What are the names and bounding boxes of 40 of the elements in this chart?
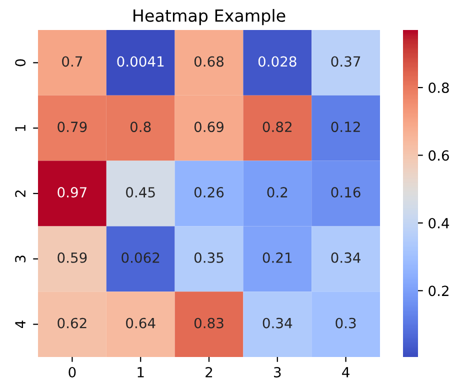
y-tick-label: 4 bbox=[15, 320, 26, 328]
y-tick-label: 2 bbox=[15, 190, 26, 197]
data-label: 0.028 bbox=[258, 56, 296, 67]
data-label: 0.62 bbox=[58, 318, 86, 328]
data-label: 0.26 bbox=[194, 187, 224, 198]
color-bar-label: 0.6 bbox=[428, 150, 449, 161]
data-label: 0.82 bbox=[262, 122, 292, 132]
data-label: 0.35 bbox=[194, 252, 224, 263]
data-label: 0.062 bbox=[122, 252, 160, 263]
x-tick-label: 2 bbox=[206, 366, 212, 378]
color-bar-label: 0.2 bbox=[428, 286, 448, 296]
data-label: 0.12 bbox=[331, 122, 360, 132]
data-label: 0.37 bbox=[331, 56, 360, 67]
color-bar-label: 0.8 bbox=[428, 82, 449, 94]
data-label: 0.34 bbox=[262, 318, 292, 328]
x-tick-label: 0 bbox=[68, 366, 76, 378]
data-label: 0.59 bbox=[58, 252, 87, 263]
data-label: 0.97 bbox=[58, 187, 86, 198]
data-label: 0.45 bbox=[126, 187, 155, 198]
data-label: 0.16 bbox=[331, 187, 360, 198]
data-label: 0.2 bbox=[267, 187, 288, 198]
y-tick-label: 1 bbox=[15, 124, 26, 131]
chart-title: Heatmap Example bbox=[134, 9, 286, 26]
data-label: 0.34 bbox=[331, 252, 360, 263]
data-label: 0.3 bbox=[336, 318, 356, 328]
x-tick-label: 3 bbox=[274, 366, 281, 378]
data-label: 0.8 bbox=[130, 122, 151, 132]
data-label: 0.68 bbox=[194, 56, 224, 67]
x-tick-label: 4 bbox=[342, 367, 350, 378]
data-label: 0.0041 bbox=[117, 56, 164, 67]
y-tick-label: 0 bbox=[15, 59, 26, 66]
data-label: 0.79 bbox=[58, 122, 87, 132]
color-bar-label: 0.4 bbox=[428, 218, 450, 228]
data-label: 0.21 bbox=[262, 252, 292, 263]
data-label: 0.69 bbox=[194, 122, 224, 132]
data-label: 0.83 bbox=[194, 318, 224, 328]
data-label: 0.64 bbox=[126, 318, 156, 328]
data-label: 0.7 bbox=[62, 56, 82, 67]
y-tick-label: 3 bbox=[15, 256, 26, 262]
x-tick-label: 1 bbox=[138, 367, 144, 378]
